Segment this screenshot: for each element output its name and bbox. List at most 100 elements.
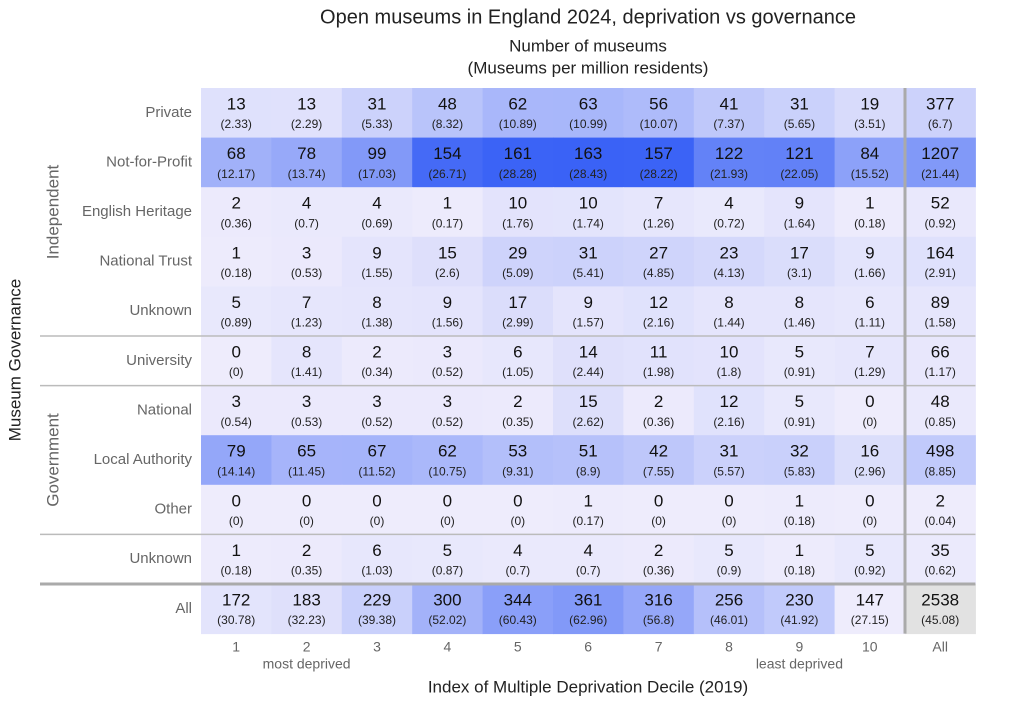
- cell-count: 121: [785, 144, 813, 163]
- row-label: National: [137, 401, 192, 418]
- cell-rate: (2.6): [435, 266, 460, 280]
- cell-rate: (0.18): [854, 216, 885, 230]
- cell: [341, 336, 413, 387]
- cell: [834, 584, 906, 635]
- cell-count: 172: [222, 590, 250, 609]
- cell-rate: (10.89): [499, 117, 537, 131]
- cell-count: 9: [795, 194, 804, 213]
- cell: [623, 187, 695, 238]
- cell-count: 498: [926, 442, 954, 461]
- cell-count: 157: [644, 144, 672, 163]
- cell-count: 2: [372, 342, 381, 361]
- cell: [412, 336, 484, 387]
- cell: [271, 187, 343, 238]
- cell: [201, 137, 272, 188]
- cell-count: 0: [372, 491, 381, 510]
- cell-count: 15: [438, 243, 457, 262]
- cell-rate: (0.72): [713, 216, 744, 230]
- cell: [764, 435, 836, 486]
- cell-count: 65: [297, 442, 316, 461]
- cell: [271, 137, 343, 188]
- cell-rate: (0.18): [784, 514, 815, 528]
- cell-count: 4: [724, 194, 733, 213]
- cell-rate: (9.31): [502, 464, 533, 478]
- cell-count: 1: [443, 194, 452, 213]
- cell: [201, 236, 272, 287]
- cell-rate: (0): [722, 514, 737, 528]
- cell-count: 344: [504, 590, 532, 609]
- x-tick-label: 10: [862, 639, 878, 655]
- cell-count: 0: [513, 491, 522, 510]
- cell-rate: (28.22): [640, 167, 678, 181]
- cell: [271, 534, 343, 585]
- cell-count: 23: [720, 243, 739, 262]
- cell-count: 11: [650, 342, 668, 361]
- cell-count: 68: [227, 144, 246, 163]
- cell: [764, 385, 836, 436]
- cell: [341, 385, 413, 436]
- cell: [834, 137, 906, 188]
- cell-count: 9: [372, 243, 381, 262]
- cell-rate: (1.8): [717, 365, 742, 379]
- cell: [553, 584, 624, 635]
- cell-rate: (5.41): [573, 266, 604, 280]
- cell: [623, 286, 695, 337]
- cell-rate: (8.85): [925, 464, 956, 478]
- cell-count: 2: [935, 491, 944, 510]
- cell: [764, 484, 836, 535]
- cell-rate: (0.85): [925, 415, 956, 429]
- cell-rate: (7.55): [643, 464, 674, 478]
- cell-rate: (0): [299, 514, 314, 528]
- cell-rate: (13.74): [288, 167, 326, 181]
- cell-rate: (1.98): [643, 365, 674, 379]
- cell-count: 5: [865, 541, 874, 560]
- cell-rate: (1.26): [643, 216, 674, 230]
- cell-count: 3: [443, 392, 452, 411]
- cell-rate: (0.18): [221, 564, 252, 578]
- cell-rate: (1.41): [291, 365, 322, 379]
- cell-rate: (1.05): [502, 365, 533, 379]
- cell-count: 4: [372, 194, 381, 213]
- cell-count: 316: [644, 590, 672, 609]
- cell-count: 1: [865, 194, 874, 213]
- cell: [693, 236, 765, 287]
- cell: [834, 336, 906, 387]
- cell: [271, 385, 343, 436]
- cell-rate: (46.01): [710, 613, 748, 627]
- row-label: Other: [154, 501, 192, 518]
- cell: [693, 187, 765, 238]
- cell-count: 31: [368, 94, 387, 113]
- cell: [623, 534, 695, 585]
- cell-count: 29: [508, 243, 527, 262]
- cell-rate: (62.96): [569, 613, 607, 627]
- cell-count: 230: [785, 590, 813, 609]
- cell-rate: (5.57): [713, 464, 744, 478]
- cell-rate: (0.17): [432, 216, 463, 230]
- cell-count: 13: [227, 94, 246, 113]
- x-tick-label: 6: [584, 639, 592, 655]
- cell-rate: (0.91): [784, 415, 815, 429]
- cell-rate: (1.29): [854, 365, 885, 379]
- cell: [201, 286, 272, 337]
- cell: [764, 187, 836, 238]
- cell: [271, 584, 343, 635]
- cell-rate: (2.99): [502, 316, 533, 330]
- cell-count: 9: [443, 293, 452, 312]
- cell-count: 163: [574, 144, 602, 163]
- cell-count: 7: [654, 194, 663, 213]
- cell-count: 41: [720, 94, 739, 113]
- cell-count: 48: [931, 392, 950, 411]
- cell-count: 5: [443, 541, 452, 560]
- cell: [553, 187, 624, 238]
- cell-count: 10: [508, 194, 527, 213]
- row-label: University: [126, 352, 192, 369]
- cell-rate: (0.62): [925, 564, 956, 578]
- cell-rate: (2.44): [573, 365, 604, 379]
- cell-count: 79: [227, 442, 246, 461]
- cell: [412, 584, 484, 635]
- cell-rate: (0): [229, 514, 244, 528]
- cell-count: 0: [443, 491, 452, 510]
- cell-rate: (10.75): [428, 464, 466, 478]
- chart-title: Open museums in England 2024, deprivatio…: [320, 6, 856, 28]
